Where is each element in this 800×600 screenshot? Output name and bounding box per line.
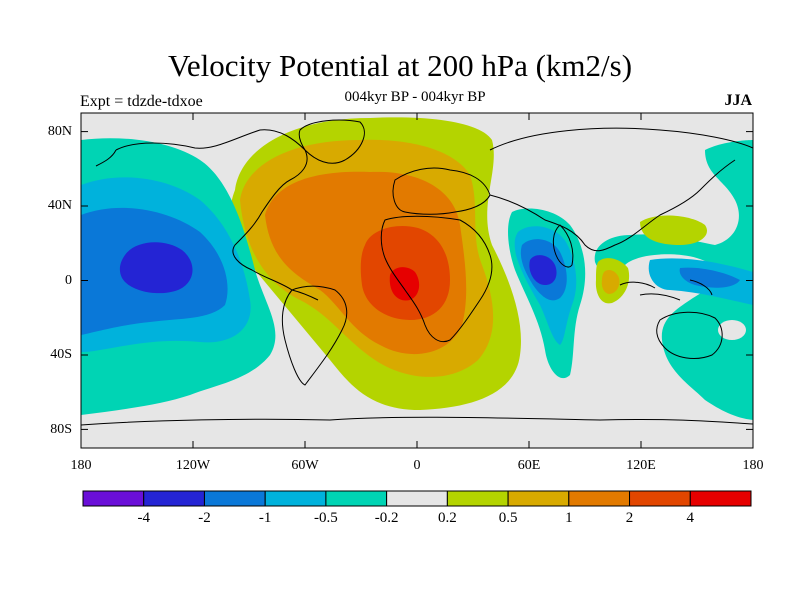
colorbar-swatch-5 xyxy=(386,490,448,507)
contour-negative-wpac-0p2 xyxy=(594,140,753,420)
contour-negative-pacific-2 xyxy=(119,242,193,294)
colorbar-swatch-3 xyxy=(264,490,327,507)
colorbar-label-0: -4 xyxy=(137,510,150,526)
lat-tick-40n: 40N xyxy=(47,198,72,213)
colorbar-swatch-9 xyxy=(629,490,691,507)
lon-tick-60w: 60W xyxy=(291,458,319,473)
contour-positive-pacific-patch xyxy=(718,320,746,340)
colorbar-label-7: 1 xyxy=(565,510,573,526)
colorbar-label-2: -1 xyxy=(258,510,272,526)
lat-tick-0: 0 xyxy=(65,273,72,288)
lon-tick-marks xyxy=(80,113,754,448)
lon-tick-0: 0 xyxy=(413,458,421,473)
season-label: JJA xyxy=(724,92,752,109)
colorbar-swatch-4 xyxy=(325,490,388,507)
lat-tick-80n: 80N xyxy=(47,124,72,139)
contour-positive-4 xyxy=(389,267,420,301)
lat-tick-marks xyxy=(81,131,753,430)
colorbar-label-9: 4 xyxy=(686,510,695,526)
map-title: Velocity Potential at 200 hPa (km2/s) xyxy=(167,48,633,83)
colorbar-swatch-2 xyxy=(203,490,266,507)
colorbar-label-4: -0.2 xyxy=(374,510,399,526)
contour-negative-indian-2 xyxy=(529,255,557,285)
colorbar-label-5: 0.2 xyxy=(437,510,457,526)
lat-tick-40s: 40S xyxy=(50,347,72,362)
colorbar-label-8: 2 xyxy=(625,510,634,526)
contour-positive-asia-patch xyxy=(640,215,708,245)
colorbar-swatch-1 xyxy=(143,490,205,507)
contour-positive-indonesia-inner xyxy=(601,270,620,294)
colorbar-label-1: -2 xyxy=(198,510,211,526)
lon-tick-120w: 120W xyxy=(175,458,211,473)
contour-negative-wpac-1 xyxy=(679,267,740,288)
colorbar-swatch-10 xyxy=(689,490,752,507)
colorbar-swatch-0 xyxy=(82,490,145,507)
colorbar-label-3: -0.5 xyxy=(314,510,338,526)
colorbar-swatch-6 xyxy=(446,490,509,507)
map-subtitle: 004kyr BP - 004kyr BP xyxy=(344,89,486,105)
coastlines xyxy=(81,119,753,426)
lon-tick-180w: 180 xyxy=(70,458,92,473)
lon-tick-60e: 60E xyxy=(517,458,541,473)
lon-tick-180e: 180 xyxy=(742,458,764,473)
lon-tick-120e: 120E xyxy=(626,458,656,473)
colorbar-swatch-7 xyxy=(507,490,570,507)
colorbar-label-6: 0.5 xyxy=(498,510,518,526)
velocity-potential-map xyxy=(80,112,754,449)
colorbar-swatch-8 xyxy=(568,490,631,507)
colorbar xyxy=(82,490,752,507)
experiment-label: Expt = tdzde-tdxoe xyxy=(80,93,203,110)
lat-tick-80s: 80S xyxy=(50,422,72,437)
